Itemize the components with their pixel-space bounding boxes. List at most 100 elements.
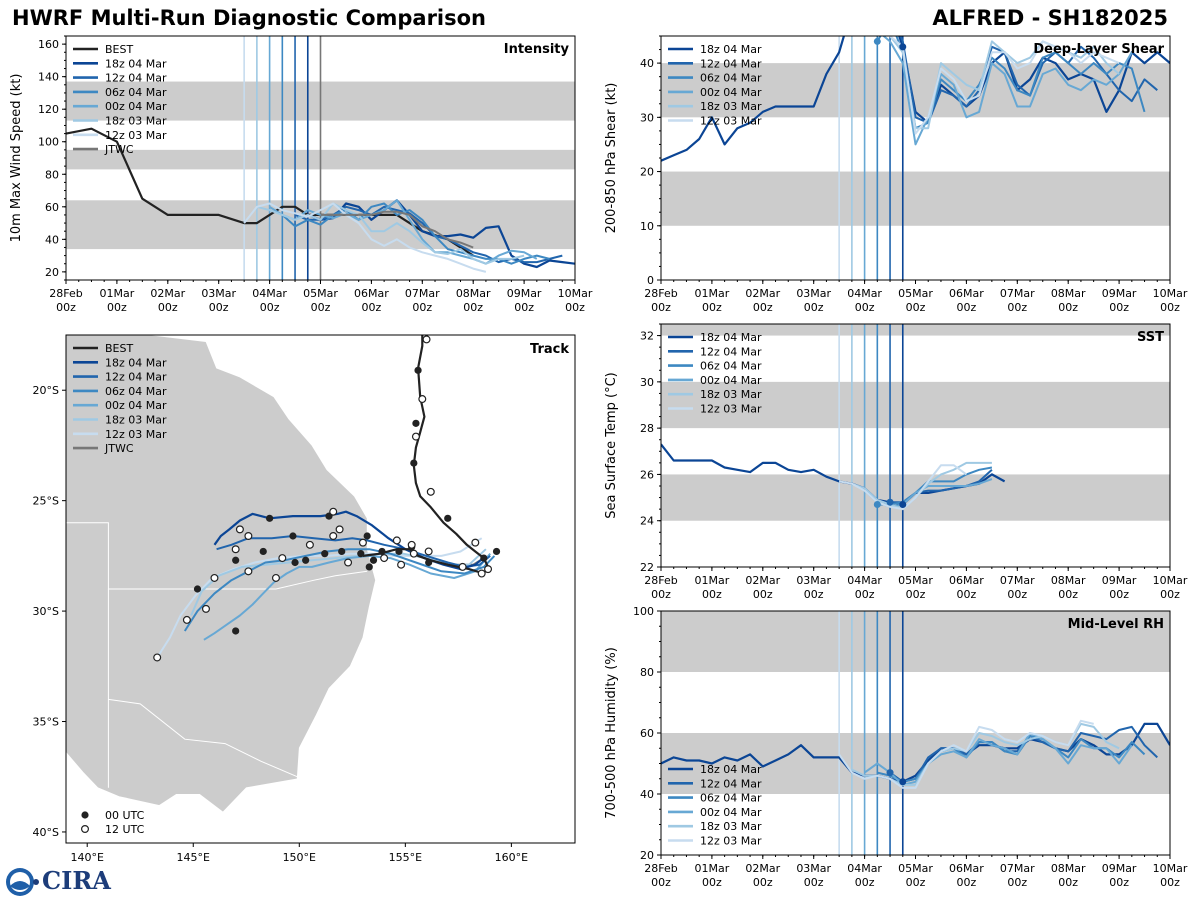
sst-ytick-label: 26 xyxy=(640,468,654,481)
track-point-00utc xyxy=(259,547,267,556)
track-legend-entry-06z-04-mar: 06z 04 Mar xyxy=(105,385,167,398)
track-legend-entry-12z-04-mar: 12z 04 Mar xyxy=(105,371,167,384)
sst-xtick-label: 00z xyxy=(1058,588,1078,601)
cira-logo: CIRA xyxy=(42,866,111,895)
track-legend-marker-12utc xyxy=(80,824,89,833)
track-point-00utc xyxy=(444,514,452,522)
sst-plot-area xyxy=(661,324,1170,567)
sst-ytick-label: 22 xyxy=(640,561,654,574)
rh-panel: 2040608010028Feb00z01Mar00z02Mar00z03Mar… xyxy=(604,605,1188,889)
shear-xtick-label: 03Mar xyxy=(796,287,831,300)
intensity-ytick-label: 100 xyxy=(38,136,59,149)
shear-xtick-label: 00z xyxy=(1160,301,1180,314)
shear-legend-entry-18z-04-mar: 18z 04 Mar xyxy=(700,43,762,56)
shear-xtick-label: 10Mar xyxy=(1153,287,1188,300)
intensity-series-jtwc xyxy=(320,210,474,249)
intensity-xtick-label: 08Mar xyxy=(456,287,491,300)
sst-title: SST xyxy=(1137,330,1164,345)
track-point-12utc xyxy=(471,538,480,547)
track-lat-label: 35°S xyxy=(33,716,59,729)
track-point-00utc xyxy=(369,556,378,564)
rh-xtick-label: 00z xyxy=(855,876,875,889)
rh-legend-entry-06z-04-mar: 06z 04 Mar xyxy=(700,792,762,805)
shear-xtick-label: 28Feb xyxy=(644,287,677,300)
track-point-12utc xyxy=(153,653,162,662)
track-line-00z-04-mar xyxy=(203,553,491,641)
intensity-legend-entry-jtwc: JTWC xyxy=(104,143,134,156)
shear-ytick-label: 40 xyxy=(640,57,654,70)
sst-xtick-label: 00z xyxy=(1007,588,1027,601)
rh-xtick-label: 01Mar xyxy=(695,862,730,875)
rh-xtick-label: 09Mar xyxy=(1102,862,1137,875)
intensity-xtick-label: 00z xyxy=(463,301,483,314)
track-point-00utc xyxy=(365,563,373,571)
shear-xtick-label: 07Mar xyxy=(1000,287,1035,300)
rh-xtick-label: 00z xyxy=(1109,876,1129,889)
shear-legend-entry-12z-04-mar: 12z 04 Mar xyxy=(700,57,762,70)
shear-xtick-label: 04Mar xyxy=(847,287,882,300)
intensity-xtick-label: 03Mar xyxy=(201,287,236,300)
intensity-xtick-label: 28Feb xyxy=(49,287,82,300)
storm-name: ALFRED - SH182025 xyxy=(932,6,1168,30)
track-legend-entry-best: BEST xyxy=(105,342,133,355)
track-legend-entry-18z-04-mar: 18z 04 Mar xyxy=(105,356,167,369)
track-lon-label: 140°E xyxy=(70,851,103,864)
state-border-2 xyxy=(108,698,298,778)
intensity-xtick-label: 00z xyxy=(514,301,534,314)
track-point-12utc xyxy=(278,554,287,563)
sst-series-06z-04-mar xyxy=(877,466,993,506)
track-point-12utc xyxy=(244,567,253,576)
track-point-12utc xyxy=(210,573,219,582)
sst-xtick-label: 03Mar xyxy=(796,574,831,587)
track-point-00utc xyxy=(232,556,240,564)
sst-xtick-label: 00z xyxy=(804,588,824,601)
sst-legend-entry-12z-03-mar: 12z 03 Mar xyxy=(700,403,762,416)
sst-series-12z-03-mar xyxy=(838,464,967,511)
sst-xtick-label: 00z xyxy=(702,588,722,601)
sst-ytick-label: 28 xyxy=(640,422,654,435)
track-point-12utc xyxy=(484,565,493,574)
track-point-12utc xyxy=(231,545,240,554)
rh-xtick-label: 00z xyxy=(906,876,926,889)
track-legend-entry-18z-03-mar: 18z 03 Mar xyxy=(105,414,167,427)
sst-marker-0 xyxy=(873,501,881,509)
rh-legend-entry-12z-03-mar: 12z 03 Mar xyxy=(700,835,762,848)
track-point-00utc xyxy=(410,459,418,467)
shear-xtick-label: 00z xyxy=(1007,301,1027,314)
track-title: Track xyxy=(530,342,569,357)
track-point-12utc xyxy=(182,615,191,624)
intensity-xtick-label: 00z xyxy=(412,301,432,314)
track-point-12utc xyxy=(424,547,433,556)
sst-ytick-label: 24 xyxy=(640,515,654,528)
rh-xtick-label: 28Feb xyxy=(644,862,677,875)
rh-xtick-label: 00z xyxy=(1160,876,1180,889)
track-point-00utc xyxy=(232,627,240,635)
intensity-xtick-label: 07Mar xyxy=(405,287,440,300)
shear-ytick-label: 0 xyxy=(647,274,654,287)
track-point-00utc xyxy=(395,547,403,556)
rh-plot-area xyxy=(661,611,1170,855)
track-lat-label: 40°S xyxy=(33,826,59,839)
shear-xtick-label: 00z xyxy=(1058,301,1078,314)
rh-marker-1 xyxy=(899,778,907,786)
sst-xtick-label: 00z xyxy=(1109,588,1129,601)
shear-xtick-label: 06Mar xyxy=(949,287,984,300)
intensity-legend-entry-12z-04-mar: 12z 04 Mar xyxy=(105,72,167,85)
rh-band-1 xyxy=(661,611,1170,672)
intensity-series-12z-03-mar xyxy=(243,202,487,273)
rh-legend-entry-12z-04-mar: 12z 04 Mar xyxy=(700,777,762,790)
intensity-ytick-label: 60 xyxy=(45,201,59,214)
sst-xtick-label: 08Mar xyxy=(1051,574,1086,587)
track-point-00utc xyxy=(321,550,329,558)
intensity-xtick-label: 06Mar xyxy=(354,287,389,300)
sst-xtick-label: 10Mar xyxy=(1153,574,1188,587)
sst-band-2 xyxy=(661,324,1170,336)
intensity-legend-entry-18z-04-mar: 18z 04 Mar xyxy=(105,57,167,70)
shear-xtick-label: 00z xyxy=(804,301,824,314)
shear-ytick-label: 30 xyxy=(640,111,654,124)
intensity-xtick-label: 04Mar xyxy=(252,287,287,300)
shear-xtick-label: 05Mar xyxy=(898,287,933,300)
